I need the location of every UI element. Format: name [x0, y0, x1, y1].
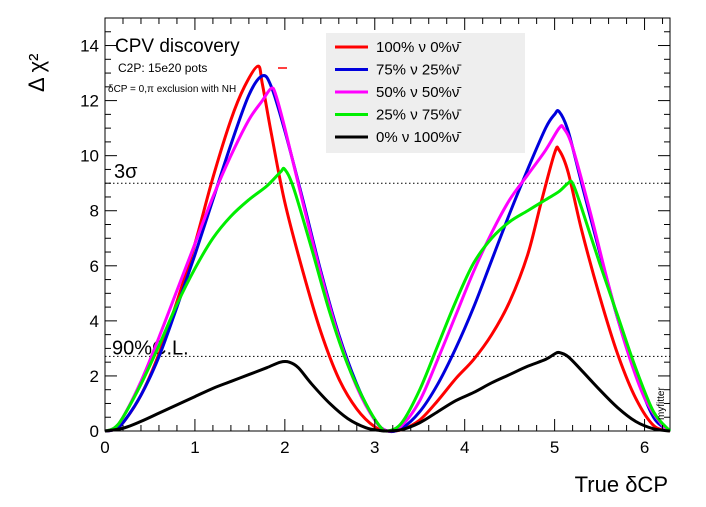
- x-tick-label: 1: [190, 438, 199, 457]
- x-tick-label: 0: [100, 438, 109, 457]
- legend-label-0: 100% ν 0%ν̄: [376, 39, 461, 56]
- x-tick-label: 4: [460, 438, 469, 457]
- y-tick-label: 6: [90, 257, 99, 276]
- chart-subtitle: C2P: 15e20 pots: [118, 61, 207, 75]
- y-tick-label: 8: [90, 202, 99, 221]
- y-tick-label: 10: [80, 147, 99, 166]
- y-tick-label: 0: [90, 422, 99, 441]
- chart-note: δCP = 0,π exclusion with NH: [108, 84, 236, 95]
- series-line-3: [104, 166, 672, 433]
- legend-label-2: 50% ν 50%ν̄: [376, 84, 461, 101]
- y-tick-label: 2: [90, 367, 99, 386]
- axis-ticks: [104, 17, 670, 432]
- x-tick-label: 6: [640, 438, 649, 457]
- y-axis-label: Δ χ²: [24, 54, 49, 92]
- x-tick-label: 2: [280, 438, 289, 457]
- x-tick-label: 5: [550, 438, 559, 457]
- y-tick-label: 4: [90, 312, 99, 331]
- x-tick-label: 3: [370, 438, 379, 457]
- legend-label-4: 0% ν 100%ν̄: [376, 129, 461, 146]
- y-axis-title: Δ χ²: [24, 54, 49, 92]
- series-group: [104, 64, 672, 434]
- reference-label-3sigma: 3σ: [114, 161, 138, 183]
- legend-label-1: 75% ν 25%ν̄: [376, 62, 461, 79]
- series-line-4: [104, 350, 671, 433]
- x-axis-label: True δCP: [575, 472, 668, 497]
- watermark-text: myfitter: [656, 387, 667, 420]
- reference-label-90cl: 90%C.L.: [112, 337, 189, 359]
- legend: 100% ν 0%ν̄ 75% ν 25%ν̄ 50% ν 50%ν̄ 25% ν 7…: [335, 39, 461, 146]
- y-tick-label: 14: [80, 37, 99, 56]
- y-tick-label: 12: [80, 92, 99, 111]
- chart-title: CPV discovery: [115, 36, 240, 57]
- legend-label-3: 25% ν 75%ν̄: [376, 107, 461, 124]
